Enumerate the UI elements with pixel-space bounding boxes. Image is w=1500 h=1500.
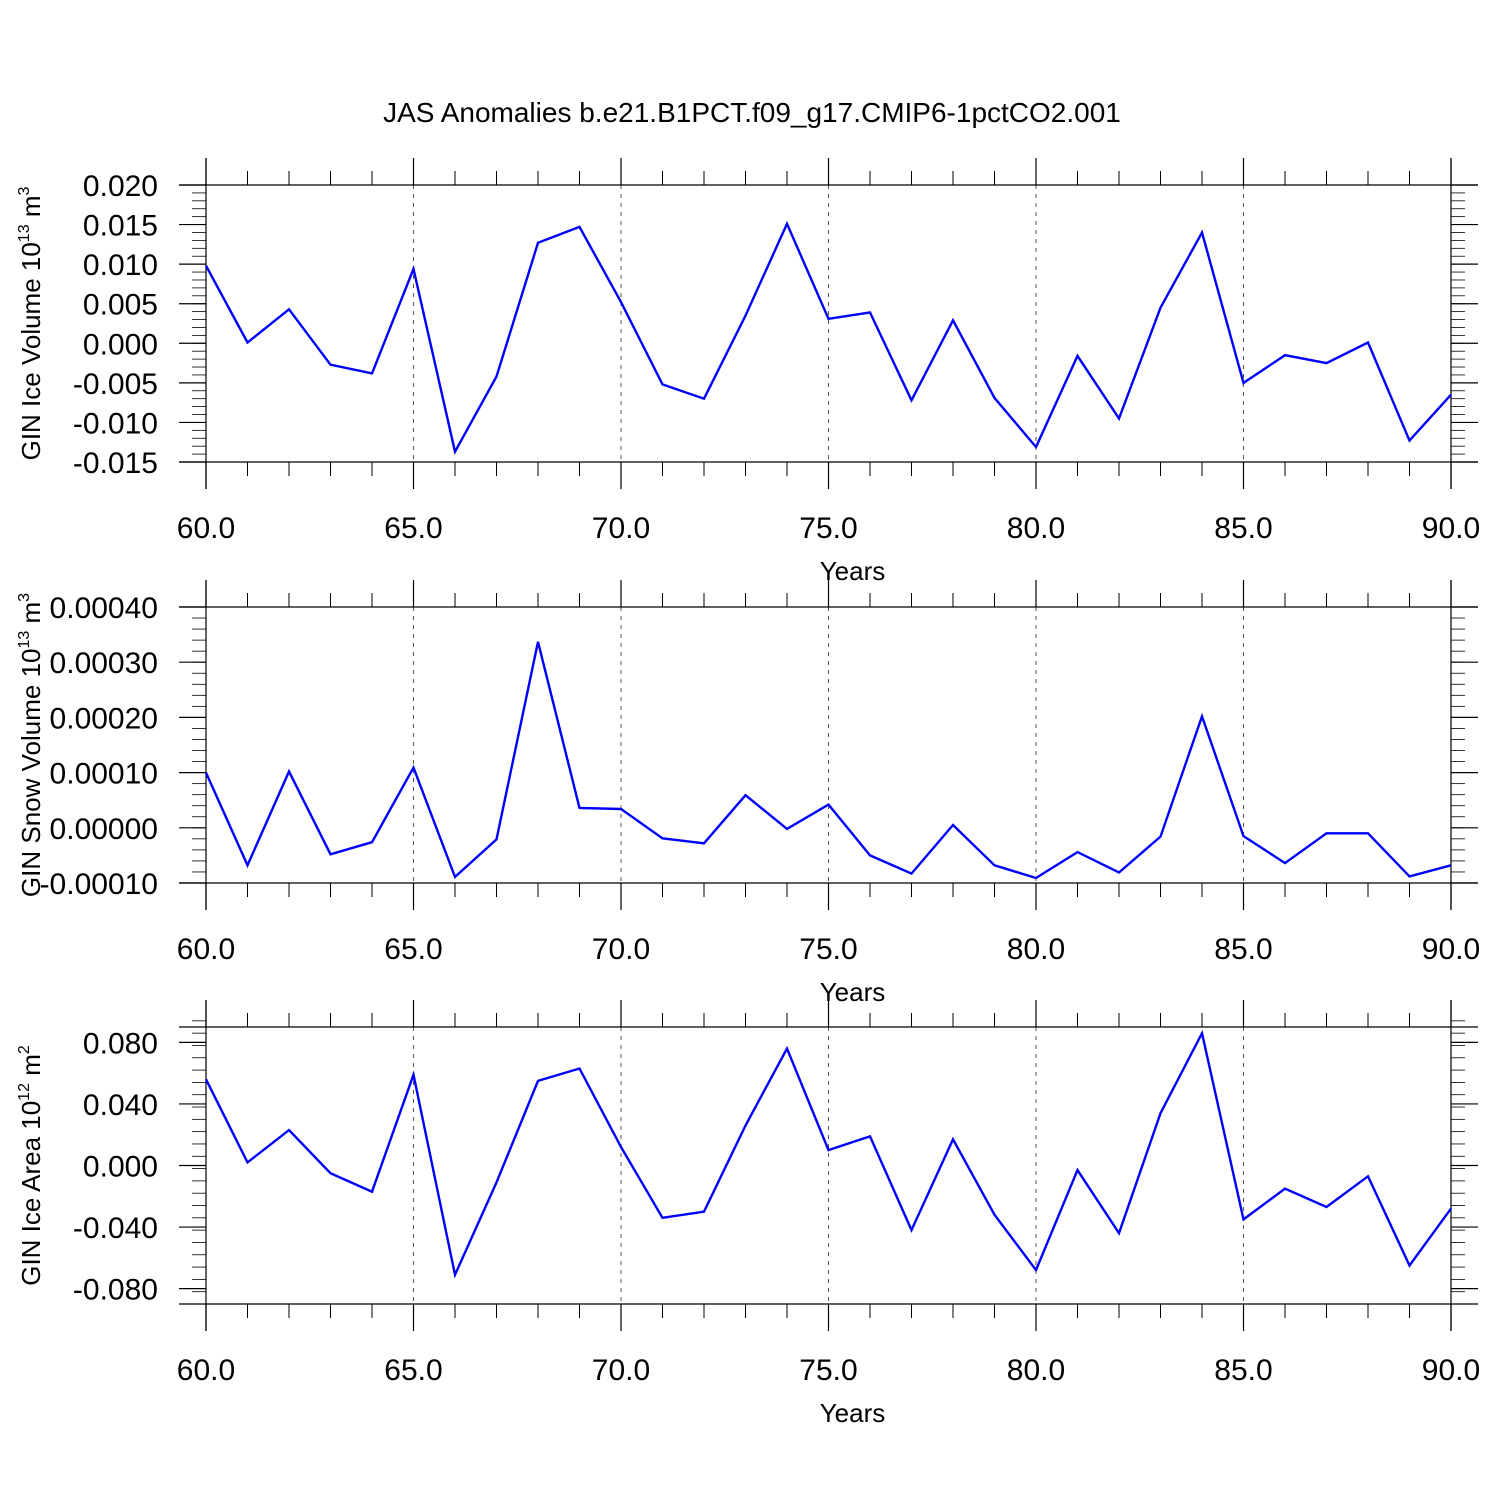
panel-1: 60.0 65.0 70.0 75.0 80.0 85.0 90.0 -0.015 -0.010…	[16, 158, 1480, 586]
x-axis-title: Years	[820, 1398, 886, 1428]
figure-title: JAS Anomalies b.e21.B1PCT.f09_g17.CMIP6-…	[383, 97, 1121, 128]
panel-3: 60.0 65.0 70.0 75.0 80.0 85.0 90.0 -0.080 -0.040…	[16, 1000, 1480, 1428]
y-tick-label: 0.010	[83, 249, 158, 282]
x-tick-label: 80.0	[1007, 933, 1065, 966]
x-tick-label: 70.0	[592, 933, 650, 966]
x-tick-label: 85.0	[1214, 933, 1272, 966]
y-axis-title: GIN Ice Area 1012 m2	[16, 1045, 46, 1286]
y-tick-label: -0.005	[73, 368, 158, 401]
y-tick-label: 0.005	[83, 289, 158, 322]
y-tick-label: 0.000	[83, 328, 158, 361]
x-tick-label: 90.0	[1422, 1354, 1480, 1387]
y-tick-label: -0.010	[73, 407, 158, 440]
x-tick-label: 75.0	[799, 1354, 857, 1387]
x-axis-title: Years	[820, 556, 886, 586]
panels: 60.0 65.0 70.0 75.0 80.0 85.0 90.0 -0.015 -0.010…	[16, 158, 1480, 1428]
y-tick-label: 0.00000	[50, 813, 158, 846]
y-tick-label: 0.00020	[50, 702, 158, 735]
x-tick-label: 75.0	[799, 512, 857, 545]
x-tick-label: 90.0	[1422, 933, 1480, 966]
y-tick-label: 0.080	[83, 1027, 158, 1060]
y-tick-label: 0.000	[83, 1151, 158, 1184]
x-tick-label: 85.0	[1214, 512, 1272, 545]
y-tick-label: 0.00040	[50, 592, 158, 625]
x-axis-title: Years	[820, 977, 886, 1007]
y-tick-label: -0.080	[73, 1274, 158, 1307]
y-tick-label: 0.040	[83, 1089, 158, 1122]
y-tick-label: -0.00010	[40, 868, 158, 901]
x-tick-label: 60.0	[177, 1354, 235, 1387]
x-tick-label: 60.0	[177, 933, 235, 966]
x-tick-label: 65.0	[384, 933, 442, 966]
x-tick-label: 65.0	[384, 1354, 442, 1387]
x-tick-label: 90.0	[1422, 512, 1480, 545]
series-line	[204, 641, 1452, 880]
y-axis-title: GIN Snow Volume 1013 m3	[16, 593, 46, 897]
panel-2: 60.0 65.0 70.0 75.0 80.0 85.0 90.0 -0.00010 0.00…	[16, 580, 1480, 1007]
y-tick-label: -0.015	[73, 447, 158, 480]
y-tick-label: 0.00030	[50, 647, 158, 680]
x-tick-label: 70.0	[592, 1354, 650, 1387]
x-tick-label: 75.0	[799, 933, 857, 966]
x-tick-label: 80.0	[1007, 512, 1065, 545]
y-tick-label: 0.015	[83, 210, 158, 243]
y-axis-title: GIN Ice Volume 1013 m3	[16, 186, 46, 460]
y-tick-label: 0.00010	[50, 758, 158, 791]
x-tick-label: 80.0	[1007, 1354, 1065, 1387]
x-tick-label: 65.0	[384, 512, 442, 545]
y-tick-label: -0.040	[73, 1212, 158, 1245]
x-tick-label: 85.0	[1214, 1354, 1272, 1387]
x-tick-label: 70.0	[592, 512, 650, 545]
y-tick-label: 0.020	[83, 170, 158, 203]
x-tick-label: 60.0	[177, 512, 235, 545]
